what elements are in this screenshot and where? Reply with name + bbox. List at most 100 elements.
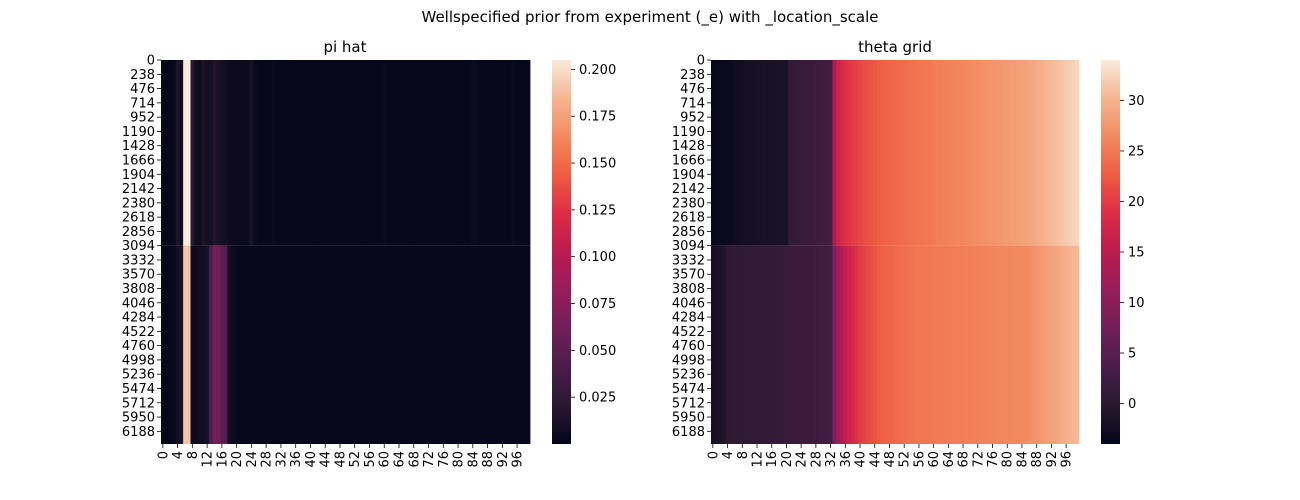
- heatmap-cell: [895, 60, 900, 246]
- panel-title-pi-hat: pi hat: [323, 38, 366, 56]
- heatmap-cell: [1027, 60, 1032, 246]
- heatmap-cell: [928, 60, 933, 246]
- heatmap-cell: [312, 60, 317, 246]
- heatmap-cell: [780, 60, 785, 246]
- heatmap-cell: [522, 245, 527, 444]
- y-tick-label: 3094: [672, 239, 705, 254]
- colorbar-tick-label: 0.025: [579, 391, 616, 406]
- heatmap-cell: [345, 245, 350, 444]
- colorbar-ticks-theta-grid: 0 5 10 15 20 25 30: [1120, 94, 1145, 412]
- heatmap-cell: [478, 245, 483, 444]
- y-tick-label: 714: [130, 96, 155, 111]
- heatmap-cell: [1049, 60, 1054, 246]
- heatmap-cell: [216, 245, 221, 444]
- y-tick-label: 2618: [672, 211, 705, 226]
- heatmap-cell: [183, 245, 188, 444]
- heatmap-cell: [282, 245, 287, 444]
- heatmap-cell: [814, 60, 819, 246]
- heatmap-cell: [1031, 60, 1036, 246]
- heatmap-cell: [264, 60, 269, 246]
- heatmap-cell: [201, 245, 206, 444]
- heatmap-cell: [869, 60, 874, 246]
- heatmap-cell: [271, 245, 276, 444]
- heatmap-cell: [972, 60, 977, 246]
- heatmap-cell: [474, 60, 479, 246]
- heatmap-cell: [928, 245, 933, 444]
- y-tick-label: 3808: [122, 282, 155, 297]
- heatmap-cell: [338, 245, 343, 444]
- heatmap-cell: [371, 60, 376, 246]
- heatmap-cell: [234, 60, 239, 246]
- y-tick-label: 4284: [122, 311, 155, 326]
- heatmap-cell: [1071, 245, 1076, 444]
- y-tick-label: 1666: [672, 153, 705, 168]
- heatmap-cell: [935, 245, 940, 444]
- heatmap-cell: [740, 60, 745, 246]
- heatmap-cell: [850, 60, 855, 246]
- heatmap-cell: [913, 245, 918, 444]
- y-tick-label: 1190: [672, 125, 705, 140]
- heatmap-cell: [482, 60, 487, 246]
- heatmap-cell: [1042, 245, 1047, 444]
- heatmap-cell: [891, 245, 896, 444]
- heatmap-cell: [456, 60, 461, 246]
- x-tick-label: 4: [721, 451, 736, 459]
- heatmap-cell: [902, 60, 907, 246]
- heatmap-cell: [179, 60, 184, 246]
- heatmap-cell: [378, 60, 383, 246]
- heatmap-cell: [175, 245, 180, 444]
- heatmap-cell: [791, 245, 797, 444]
- heatmap-cell: [913, 60, 918, 246]
- heatmap-cell: [334, 245, 339, 444]
- heatmap-cell: [920, 245, 925, 444]
- y-tick-label: 3332: [672, 253, 705, 268]
- heatmap-cell: [330, 60, 335, 246]
- heatmap-cell: [736, 60, 741, 246]
- heatmap-cell: [279, 245, 284, 444]
- y-tick-label: 3570: [672, 268, 705, 283]
- y-tick-label: 3808: [672, 282, 705, 297]
- heatmap-cell: [452, 245, 457, 444]
- heatmap-cell: [843, 60, 848, 246]
- heatmap-cell: [795, 245, 800, 444]
- heatmap-cell: [175, 60, 180, 246]
- x-tick-label: 16: [215, 451, 230, 468]
- heatmap-cell: [1038, 245, 1043, 444]
- heatmap-cell: [777, 245, 782, 444]
- heatmap-cell: [747, 60, 752, 246]
- heatmap-cell: [249, 60, 254, 246]
- heatmap-cell: [404, 60, 409, 246]
- heatmap-cell: [990, 60, 995, 246]
- heatmap-cell: [168, 60, 173, 246]
- heatmap-cell: [983, 245, 988, 444]
- heatmap-cell: [887, 245, 892, 444]
- x-tick-label: 36: [289, 451, 304, 468]
- heatmap-cell: [249, 245, 254, 444]
- x-tick-label: 72: [971, 451, 986, 468]
- heatmap-cell: [1053, 245, 1058, 444]
- heatmap-cell: [459, 60, 464, 246]
- heatmap-cell: [924, 245, 929, 444]
- heatmap-cells-theta-grid: [711, 60, 1080, 444]
- heatmap-cell: [1049, 245, 1054, 444]
- y-axis-pi-hat: 0238476714952119014281666190421422380261…: [122, 54, 161, 440]
- heatmap-cell: [330, 245, 335, 444]
- heatmap-cell: [906, 60, 911, 246]
- heatmap-cell: [872, 60, 877, 246]
- heatmap-cell: [223, 245, 228, 444]
- heatmap-cell: [817, 60, 822, 246]
- heatmap-cell: [1064, 245, 1069, 444]
- heatmap-cell: [729, 245, 734, 444]
- y-tick-label: 5950: [122, 411, 155, 426]
- x-tick-label: 76: [437, 451, 452, 468]
- heatmap-cell: [777, 60, 782, 246]
- heatmap-cell: [725, 60, 730, 246]
- x-tick-label: 0: [706, 451, 721, 459]
- heatmap-cell: [950, 60, 955, 246]
- y-tick-label: 2856: [122, 225, 155, 240]
- heatmap-cell: [253, 245, 258, 444]
- heatmap-cell: [526, 60, 531, 246]
- heatmap-cell: [290, 60, 295, 246]
- heatmap-cells-pi-hat: [161, 60, 531, 444]
- x-tick-label: 36: [839, 451, 854, 468]
